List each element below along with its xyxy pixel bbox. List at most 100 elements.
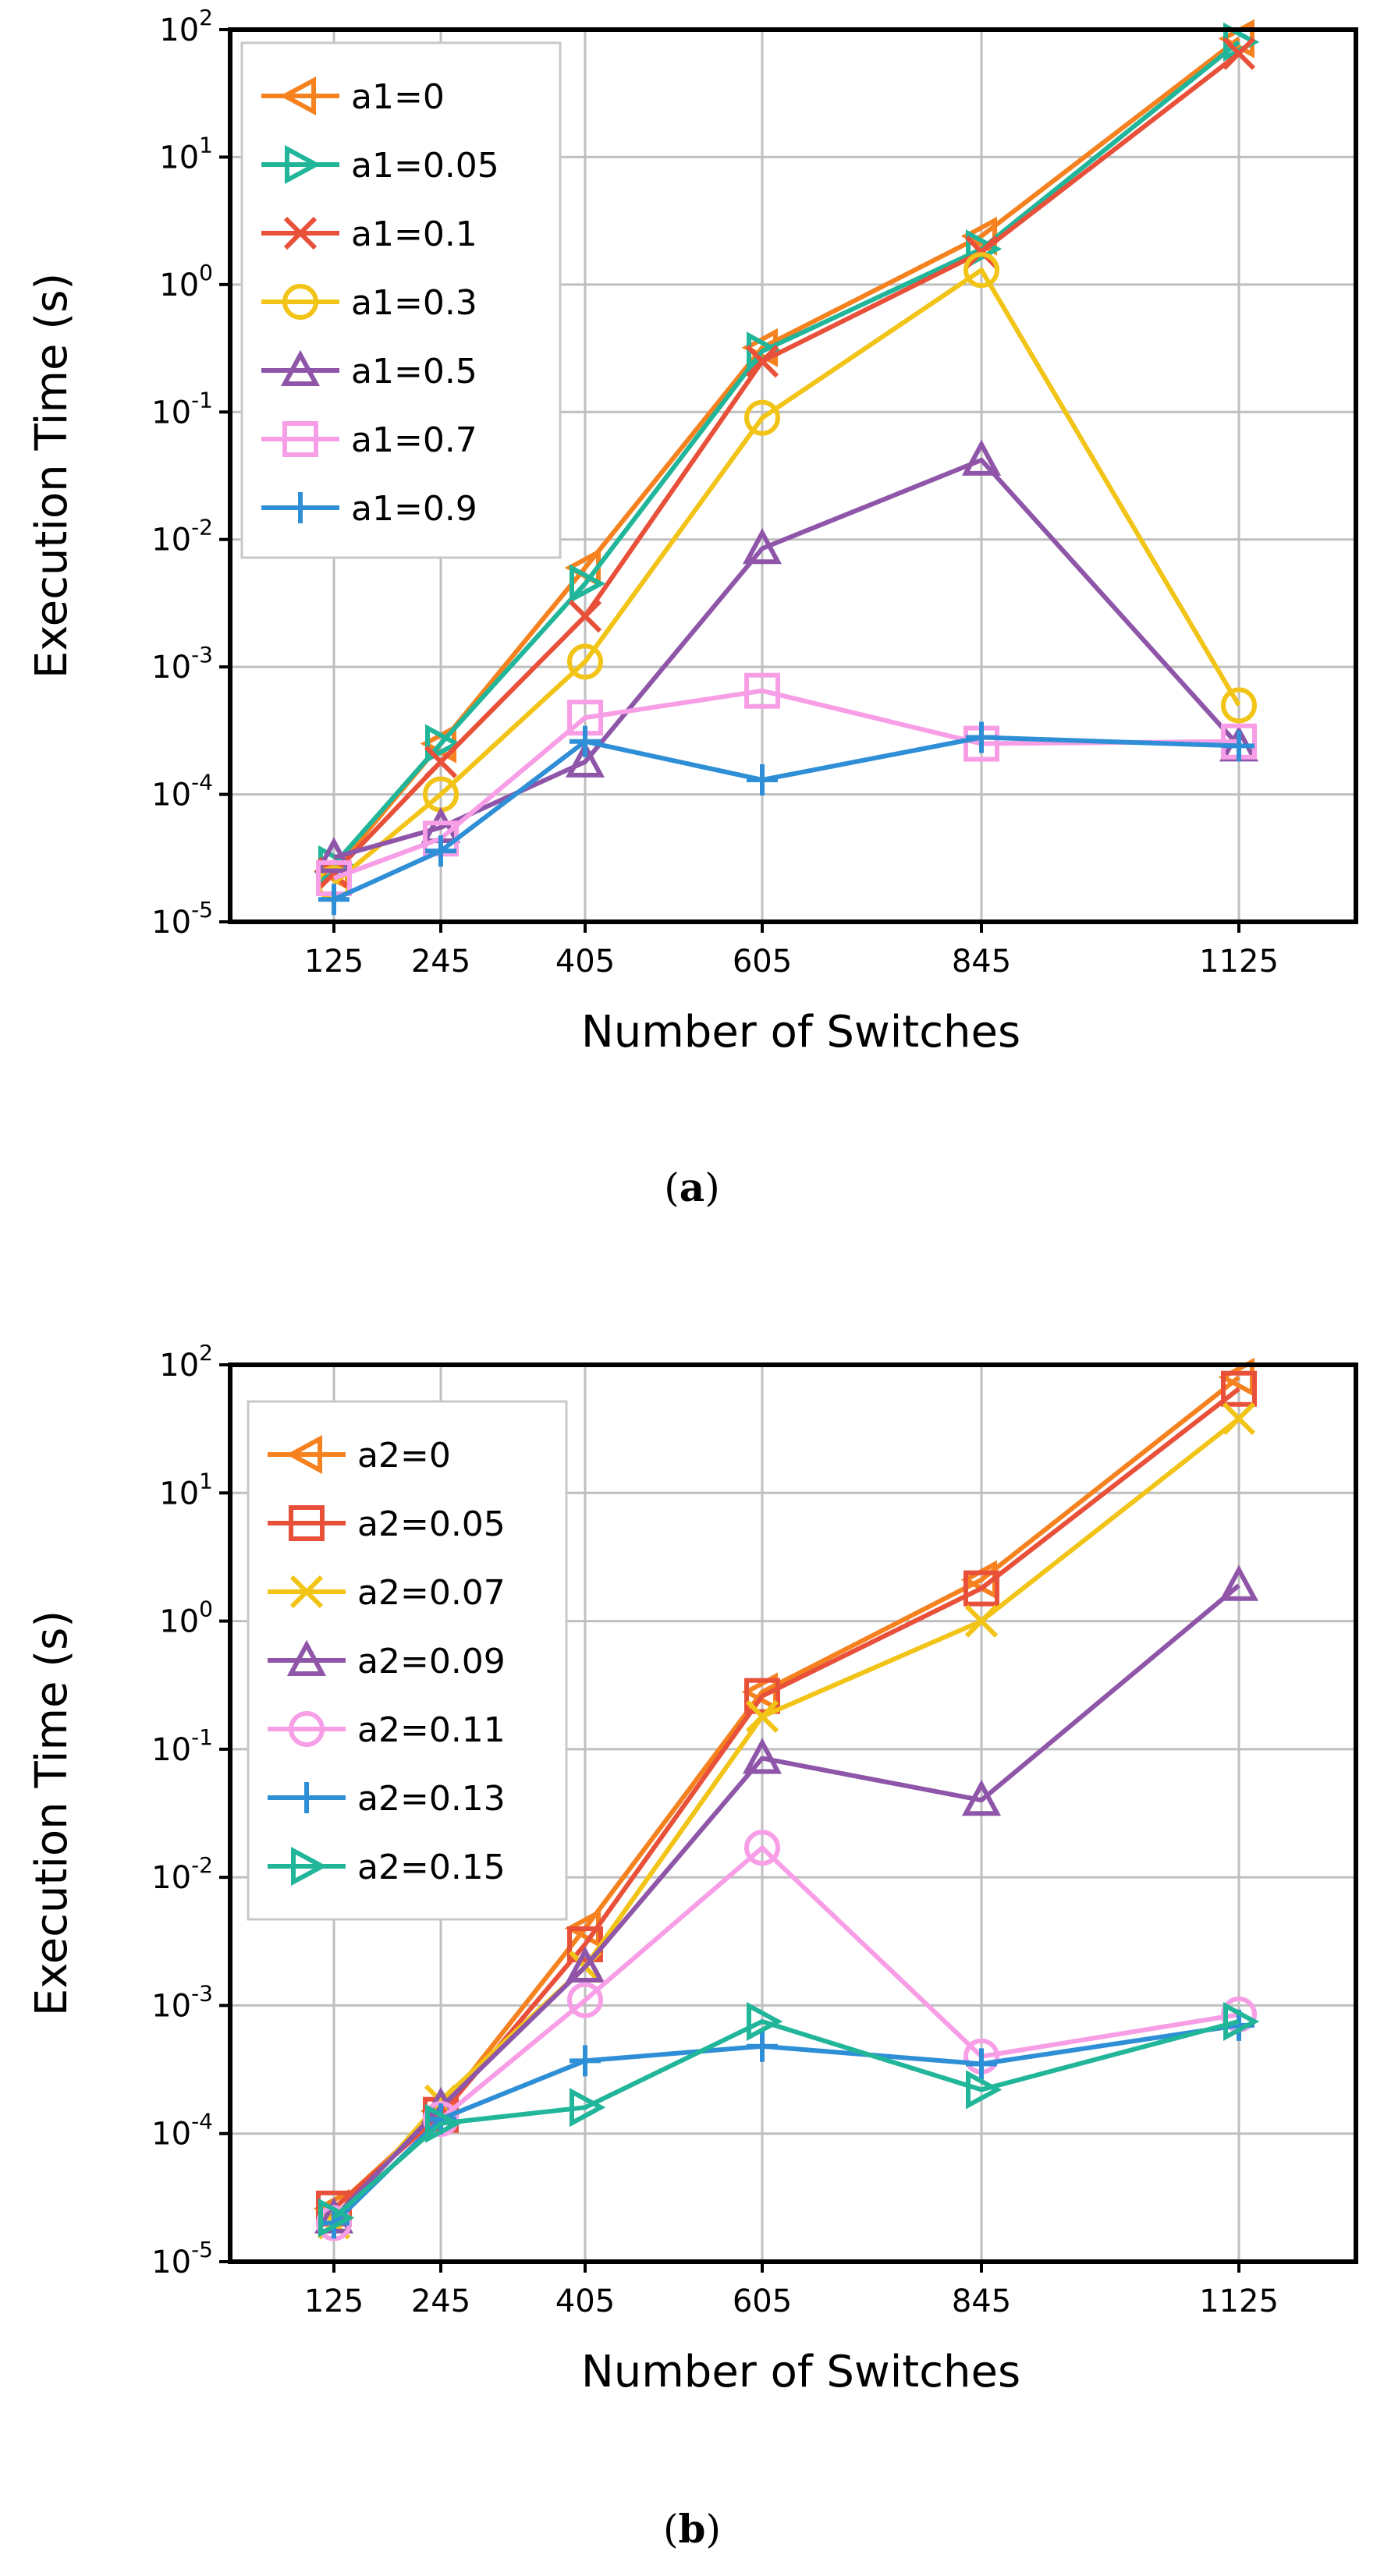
legend-label: a1=0.05 (351, 146, 499, 186)
x-tick-label: 1125 (1199, 2284, 1279, 2319)
legend-entry: a1=0.3 (261, 283, 477, 323)
x-tick-label: 845 (952, 944, 1011, 980)
legend-label: a2=0.13 (357, 1779, 506, 1819)
legend-label: a2=0.05 (357, 1504, 506, 1544)
legend-marker (289, 1505, 325, 1541)
legend-label: a1=0.3 (351, 283, 477, 323)
data-point (570, 725, 601, 757)
legend-marker (289, 1711, 325, 1747)
legend-marker (279, 76, 316, 116)
data-point (568, 599, 602, 633)
plot-frame (228, 27, 1358, 924)
data-point (1222, 37, 1256, 70)
y-tick-label: 100 (159, 260, 213, 303)
y-tick-label: 101 (159, 132, 213, 175)
x-tick-label: 125 (304, 944, 364, 980)
data-point (966, 2048, 997, 2080)
data-point (744, 1678, 780, 1714)
data-point (567, 1982, 603, 2018)
chart-b: 125 245 405 605 845 1125 102 101 100 10-1 10-2 10-3… (27, 1340, 1358, 2552)
legend-label: a2=0.11 (357, 1710, 506, 1750)
data-point (570, 2045, 601, 2077)
data-point (747, 764, 778, 795)
x-axis: 125 245 405 605 845 1125 (304, 922, 1279, 980)
legend-label: a1=0.9 (351, 489, 477, 529)
data-point (747, 2030, 778, 2062)
legend-label: a2=0 (357, 1436, 451, 1476)
legend-marker (283, 216, 318, 250)
y-tick-label: 10-3 (151, 1980, 213, 2024)
data-point (745, 345, 779, 378)
legend-label: a1=0.1 (351, 214, 477, 254)
y-tick-label: 10-4 (151, 2109, 213, 2153)
y-axis-title: Execution Time (s) (27, 273, 77, 679)
y-tick-label: 10-3 (151, 642, 213, 686)
x-axis: 125 245 405 605 845 1125 (304, 2262, 1279, 2319)
data-point (961, 1779, 1002, 1816)
series-line (332, 40, 1240, 866)
legend-entry: a2=0.07 (268, 1573, 506, 1613)
x-tick-label: 605 (733, 944, 792, 980)
series-line (332, 2018, 1240, 2220)
plot-frame (228, 1362, 1358, 2264)
series-line (332, 688, 1240, 881)
data-point (1221, 1370, 1257, 1407)
x-tick-label: 605 (733, 2284, 792, 2319)
data-point (963, 1570, 999, 1607)
data-point (318, 2198, 355, 2238)
legend-entry: a1=0.1 (261, 214, 477, 254)
x-tick-label: 845 (952, 2284, 1011, 2319)
series-line (332, 51, 1240, 875)
y-tick-label: 101 (159, 1468, 213, 1511)
series-line (332, 735, 1240, 902)
y-tick-label: 102 (159, 1340, 213, 1384)
data-point (964, 1604, 999, 1638)
data-point (314, 837, 354, 873)
legend-marker (282, 284, 318, 320)
x-tick-label: 405 (555, 944, 615, 980)
legend-marker (291, 1846, 328, 1887)
legend: a2=0 a2=0.05 a2=0.07 a2=0.09 a2=0.11 a2=0.13 a… (247, 1400, 568, 1921)
legend-marker (286, 1434, 322, 1475)
data-point (742, 1738, 782, 1774)
data-point (1222, 1401, 1256, 1436)
data-point (966, 2070, 1003, 2110)
legend-entry: a2=0 (268, 1434, 451, 1476)
data-point (1223, 730, 1254, 762)
data-point (744, 399, 780, 436)
legend-entry: a2=0.09 (268, 1639, 506, 1681)
data-point (966, 229, 1003, 269)
legend-marker (285, 492, 316, 523)
data-point (1221, 687, 1257, 724)
x-tick-label: 245 (411, 944, 470, 980)
data-point (963, 252, 999, 289)
legend-entry: a2=0.05 (268, 1504, 506, 1544)
x-axis-title: Number of Switches (581, 2347, 1020, 2397)
data-point (747, 2001, 783, 2041)
y-tick-label: 102 (159, 5, 213, 48)
legend: a1=0 a1=0.05 a1=0.1 a1=0.3 a1=0.5 a1=0.7 a1=0.… (240, 41, 562, 559)
y-tick-label: 10-1 (151, 1724, 213, 1768)
legend-entry: a1=0.5 (261, 349, 477, 392)
legend-marker (286, 1639, 327, 1676)
series-line (332, 2022, 1240, 2225)
y-tick-label: 10-1 (151, 387, 213, 431)
legend-label: a1=0.7 (351, 420, 477, 460)
data-point (424, 745, 458, 778)
y-axis: 102 101 100 10-1 10-2 10-3 10-4 10-5 (151, 1340, 230, 2280)
data-point (567, 643, 603, 680)
figure-caption: (b) (663, 2506, 721, 2552)
data-point (744, 1830, 780, 1866)
data-point (745, 1699, 779, 1734)
legend-label: a2=0.15 (357, 1848, 506, 1887)
x-tick-label: 405 (555, 2284, 615, 2319)
data-point (425, 835, 456, 867)
y-tick-label: 10-5 (151, 897, 213, 941)
figure-caption: (a) (664, 1164, 719, 1210)
data-point (565, 1946, 605, 1982)
y-tick-label: 100 (159, 1596, 213, 1640)
data-point (1223, 2001, 1260, 2041)
data-point (570, 564, 606, 604)
legend-entry: a1=0.05 (261, 144, 499, 186)
